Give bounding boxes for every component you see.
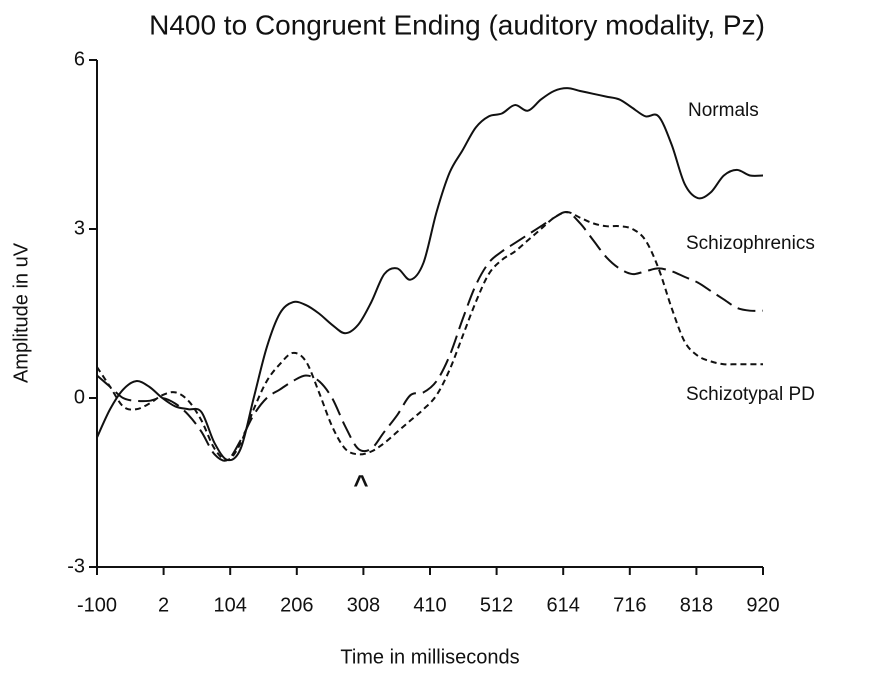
y-tick-label: 3 bbox=[74, 217, 85, 239]
series-line bbox=[96, 87, 764, 462]
annotation: ^ bbox=[353, 469, 368, 499]
x-tick-label: 206 bbox=[280, 594, 313, 616]
x-tick-label: 410 bbox=[413, 594, 446, 616]
x-tick-label: 512 bbox=[480, 594, 513, 616]
x-tick-label: 104 bbox=[214, 594, 247, 616]
series-line bbox=[96, 211, 763, 462]
x-tick-label: 716 bbox=[613, 594, 646, 616]
y-tick-label: -3 bbox=[67, 555, 85, 577]
y-tick-label: 0 bbox=[74, 386, 85, 408]
y-axis-label: Amplitude in uV bbox=[10, 242, 32, 383]
chart-title: N400 to Congruent Ending (auditory modal… bbox=[149, 9, 765, 40]
series-label: Schizophrenics bbox=[686, 233, 815, 254]
x-tick-label: 920 bbox=[746, 594, 779, 616]
series-line bbox=[96, 210, 764, 462]
x-tick-label: -100 bbox=[77, 594, 117, 616]
x-tick-label: 2 bbox=[158, 594, 169, 616]
x-tick-label: 308 bbox=[347, 594, 380, 616]
series-label: Normals bbox=[688, 100, 759, 121]
x-axis-label: Time in milliseconds bbox=[340, 646, 519, 668]
series-label: Schizotypal PD bbox=[686, 384, 815, 405]
y-tick-label: 6 bbox=[74, 48, 85, 70]
x-tick-label: 614 bbox=[547, 594, 580, 616]
x-tick-label: 818 bbox=[680, 594, 713, 616]
